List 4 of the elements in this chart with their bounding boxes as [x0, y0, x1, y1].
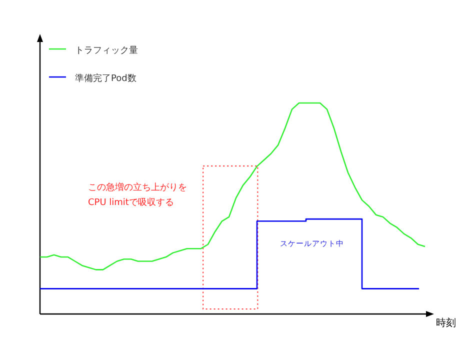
- xlabel: 時刻: [436, 318, 456, 329]
- legend-label: 準備完了Pod数: [75, 73, 136, 84]
- annotation: この急増の立ち上がりを CPU limitで吸収する: [88, 183, 187, 208]
- legend-label: トラフィック量: [75, 45, 138, 56]
